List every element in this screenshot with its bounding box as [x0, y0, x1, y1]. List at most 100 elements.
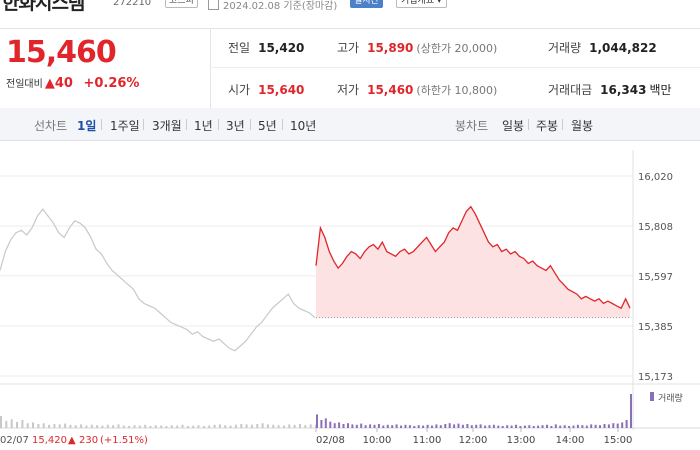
tab-separator	[282, 119, 283, 130]
volume-bar	[594, 424, 597, 428]
prev-close-label: 전일	[228, 41, 251, 55]
amount-value: 16,343	[600, 83, 647, 97]
base-date: 2024.02.08 기준(장마감)	[223, 1, 338, 12]
volume-bar	[186, 426, 189, 428]
volume-bar	[625, 420, 628, 428]
volume-bar	[630, 394, 632, 428]
volume-bar	[133, 425, 136, 428]
realtime-button[interactable]: 실시간	[350, 0, 383, 8]
volume-bar	[386, 424, 389, 428]
volume-bar	[101, 425, 104, 428]
prev-close-value: 15,420	[258, 41, 305, 55]
volume-bar	[90, 424, 93, 428]
volume-bar	[256, 424, 259, 428]
volume-bar	[324, 418, 327, 428]
tab-1w[interactable]: 1주일	[110, 119, 140, 133]
volume-bar	[360, 423, 363, 428]
stock-name[interactable]: 한화시스템	[2, 0, 85, 14]
volume-bar	[488, 425, 491, 428]
low-value: 15,460	[367, 83, 414, 97]
volume-bar	[342, 424, 345, 428]
change-rate: +0.26%	[83, 76, 140, 91]
tab-3m[interactable]: 3개월	[152, 119, 182, 133]
volume-bar	[304, 425, 307, 428]
company-info-button[interactable]: 기업개요 ▾	[396, 0, 447, 8]
tab-3y[interactable]: 3년	[226, 119, 245, 133]
x-tick-label: 12:00	[459, 435, 488, 446]
y-tick-label: 15,808	[638, 222, 673, 233]
volume-bar	[453, 424, 456, 428]
tab-10y[interactable]: 10년	[290, 119, 317, 133]
chart-tabs: 선차트 1일 1주일 3개월 1년 3년 5년 10년 봉차트 일봉 주봉 월봉	[0, 108, 700, 141]
price-summary: 15,460 전일대비 ▲40 +0.26% 전일 15,420 고가 15,890(…	[0, 28, 700, 109]
tab-daily-candle[interactable]: 일봉	[502, 119, 525, 133]
volume-bar	[612, 423, 615, 428]
volume-bar	[475, 424, 478, 428]
volume-bar	[309, 424, 312, 428]
volume-bar	[506, 425, 509, 428]
volume-bar	[572, 425, 575, 428]
volume-bar	[541, 425, 544, 428]
upper-limit: (상한가 20,000)	[416, 42, 498, 55]
volume-bar	[554, 424, 557, 428]
volume-bar	[404, 424, 407, 428]
volume-bar	[0, 416, 2, 428]
change-value: 40	[54, 76, 73, 91]
tab-1y[interactable]: 1년	[194, 119, 213, 133]
x-axis: 02/08 10:00 11:00 12:00 13:00 14:00 15:00	[315, 428, 632, 446]
volume-bar	[413, 426, 416, 428]
volume-bar	[288, 424, 291, 428]
volume-bar	[218, 424, 221, 428]
tab-5y[interactable]: 5년	[258, 119, 277, 133]
stock-header: 한화시스템 272210 코스피 2024.02.08 기준(장마감) 실시간 …	[0, 0, 700, 28]
x-tick-label: 14:00	[556, 435, 585, 446]
volume-bar	[333, 423, 336, 428]
low-label: 저가	[337, 83, 360, 97]
tab-monthly-candle[interactable]: 월봉	[571, 119, 594, 133]
volume-bar	[10, 419, 13, 428]
y-tick-label: 16,020	[638, 172, 673, 183]
volume-bar	[515, 424, 517, 428]
volume-bar	[510, 425, 513, 428]
volume-value: 1,044,822	[589, 41, 657, 55]
volume-bar	[329, 421, 332, 428]
volume-bar	[395, 424, 398, 428]
high-value: 15,890	[367, 41, 414, 55]
volume-bar	[377, 424, 380, 428]
volume-bar	[457, 423, 460, 428]
x-tick-label: 10:00	[363, 435, 392, 446]
volume-bar	[261, 423, 264, 428]
volume-bar	[117, 424, 120, 428]
volume-bar	[444, 424, 447, 428]
up-arrow-icon: ▲	[44, 76, 55, 91]
volume-bar	[234, 424, 237, 428]
volume-bar	[528, 425, 531, 428]
volume-bar	[581, 425, 584, 428]
volume-bar	[479, 424, 482, 428]
volume-chart	[0, 394, 632, 428]
prev-day-rate: (+1.51%)	[100, 435, 148, 446]
volume-bar	[16, 422, 18, 428]
volume-bar	[154, 425, 157, 428]
volume-bar	[355, 424, 358, 428]
open-label: 시가	[228, 83, 251, 97]
volume-bar	[563, 425, 566, 428]
y-axis: 16,020 15,808 15,597 15,385 15,173	[638, 172, 673, 383]
volume-bar	[316, 414, 318, 428]
volume-bar	[69, 424, 72, 428]
tab-weekly-candle[interactable]: 주봉	[536, 119, 559, 133]
volume-bar	[122, 425, 125, 428]
volume-bar	[351, 424, 354, 428]
volume-bar	[417, 425, 420, 428]
volume-bar	[501, 426, 504, 428]
prev-day-summary: 02/07 15,420 ▲ 230 (+1.51%)	[0, 435, 148, 446]
amount-label: 거래대금	[548, 83, 593, 97]
x-tick-label: 11:00	[413, 435, 442, 446]
tab-1d[interactable]: 1일	[77, 119, 97, 133]
open-value: 15,640	[258, 83, 305, 97]
up-arrow-icon: ▲	[68, 435, 76, 446]
lower-limit: (하한가 10,800)	[416, 84, 498, 97]
volume-bar	[197, 425, 200, 428]
volume-bar	[550, 426, 553, 428]
